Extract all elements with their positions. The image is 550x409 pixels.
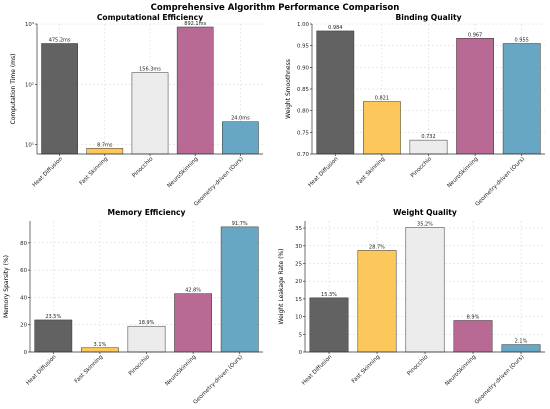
- data-label: 23.5%: [45, 314, 61, 320]
- bar: [363, 101, 401, 155]
- x-tick-label: Pinocchio: [410, 156, 433, 179]
- y-axis-label: Computation Time (ms): [10, 54, 17, 125]
- data-label: 18.9%: [139, 320, 155, 326]
- y-axis-label: Memory Sparsity (%): [3, 255, 10, 318]
- x-tick-label: Geometry-driven (Ours): [475, 156, 526, 207]
- figure-title: Comprehensive Algorithm Performance Comp…: [151, 3, 400, 13]
- bar: [222, 121, 259, 155]
- data-label: 156.3ms: [139, 67, 161, 73]
- bar: [316, 30, 355, 155]
- y-tick-label: 30: [295, 244, 302, 250]
- bar: [409, 139, 448, 155]
- bar: [176, 26, 214, 155]
- y-tick-label: 20: [20, 323, 27, 329]
- x-tick-label: Heat Diffusion: [307, 156, 340, 189]
- bar: [174, 293, 212, 353]
- y-tick-label: 0.95: [297, 44, 309, 50]
- x-tick-label: Pinocchio: [128, 354, 151, 377]
- x-tick-label: Geometry-driven (Ours): [193, 354, 244, 405]
- chart-title: Memory Efficiency: [108, 208, 186, 217]
- chart-title: Binding Quality: [395, 13, 461, 22]
- y-tick-label: 0: [24, 350, 28, 356]
- data-label: 35.2%: [417, 221, 433, 227]
- x-tick-label: Pinocchio: [131, 156, 154, 179]
- data-label: 91.7%: [232, 221, 248, 227]
- x-tick-label: Geometry-driven (Ours): [474, 354, 525, 405]
- bar: [405, 227, 445, 353]
- data-label: 8.7ms: [97, 142, 113, 148]
- y-tick-label: 40: [20, 295, 27, 301]
- data-label: 15.3%: [321, 292, 337, 298]
- y-tick-label: 0.80: [297, 109, 310, 115]
- x-tick-label: Heat Diffusion: [25, 354, 58, 387]
- x-tick-label: Pinocchio: [406, 354, 429, 377]
- data-label: 0.967: [468, 32, 482, 38]
- y-axis-label: Weight Smoothness: [285, 59, 292, 119]
- bar: [127, 325, 166, 353]
- data-label: 0.984: [328, 25, 342, 31]
- x-tick-label: NeuroSkinning: [446, 156, 479, 189]
- y-tick-label: 10³: [25, 21, 34, 28]
- data-label: 0.732: [421, 134, 435, 140]
- data-label: 475.2ms: [49, 37, 71, 43]
- bar: [456, 38, 494, 155]
- data-label: 3.1%: [94, 342, 107, 348]
- y-tick-label: 20: [295, 279, 302, 285]
- bar: [453, 320, 493, 353]
- bar: [86, 148, 124, 155]
- data-label: 0.821: [375, 96, 389, 102]
- y-tick-label: 25: [295, 261, 302, 267]
- data-label: 24.0ms: [231, 116, 250, 122]
- y-tick-label: 0.70: [297, 152, 310, 158]
- panels: Computational Efficiency 10¹ 10² 10³ 475.2ms…: [3, 13, 545, 406]
- x-tick-label: NeuroSkinning: [164, 354, 197, 387]
- y-axis-label: Weight Leakage Rate (%): [278, 249, 285, 325]
- y-tick-label: 10: [295, 315, 302, 321]
- data-label: 8.9%: [467, 314, 480, 320]
- y-tick-label: 0: [299, 350, 303, 356]
- chart-panel-2: Binding Quality 0.70 0.75 0.80 0.85 0.90 0.95 1…: [285, 13, 545, 208]
- y-tick-label: 0.75: [297, 130, 309, 136]
- chart-title: Weight Quality: [393, 208, 457, 217]
- y-tick-label: 0.85: [297, 87, 309, 93]
- bar: [357, 250, 397, 353]
- y-tick-label: 60: [20, 268, 27, 274]
- x-tick-label: Fast Skinning: [79, 156, 110, 187]
- x-tick-label: Fast Skinning: [356, 156, 387, 187]
- y-tick-label: 10¹: [25, 142, 34, 149]
- data-label: 0.955: [515, 38, 529, 44]
- data-label: 892.1ms: [184, 21, 206, 27]
- bar: [81, 347, 119, 353]
- bar: [502, 43, 541, 155]
- y-tick-label: 80: [20, 241, 27, 247]
- data-label: 42.8%: [185, 288, 201, 294]
- y-tick-label: 15: [295, 297, 302, 303]
- x-tick-label: Fast Skinning: [74, 354, 105, 385]
- y-tick-label: 1.00: [297, 22, 310, 28]
- chart-panel-3: Memory Efficiency 0 20 40 60 80 23.5% Heat Diff…: [3, 208, 263, 406]
- bar: [501, 344, 541, 353]
- x-tick-label: Heat Diffusion: [301, 354, 334, 387]
- y-tick-label: 5: [299, 332, 302, 338]
- bar: [131, 72, 169, 155]
- y-tick-label: 0.90: [297, 65, 310, 71]
- chart-title: Computational Efficiency: [97, 13, 203, 22]
- x-tick-label: Heat Diffusion: [32, 156, 65, 189]
- data-label: 28.7%: [369, 244, 385, 250]
- bar: [41, 43, 78, 155]
- chart-panel-4: Weight Quality 0 5 10 15 20 25 30 35 15.3% Heat Di…: [278, 208, 545, 406]
- y-tick-label: 10²: [25, 81, 34, 88]
- data-label: 2.1%: [515, 339, 528, 345]
- bar: [34, 319, 73, 353]
- y-tick-label: 35: [295, 226, 302, 232]
- x-tick-label: Fast Skinning: [351, 354, 382, 385]
- x-tick-label: NeuroSkinning: [444, 354, 477, 387]
- chart-panel-1: Computational Efficiency 10¹ 10² 10³ 475.2ms…: [10, 13, 263, 208]
- bar: [309, 297, 349, 353]
- x-tick-label: Geometry-driven (Ours): [193, 156, 244, 207]
- x-tick-label: NeuroSkinning: [166, 156, 199, 189]
- bar: [220, 226, 259, 353]
